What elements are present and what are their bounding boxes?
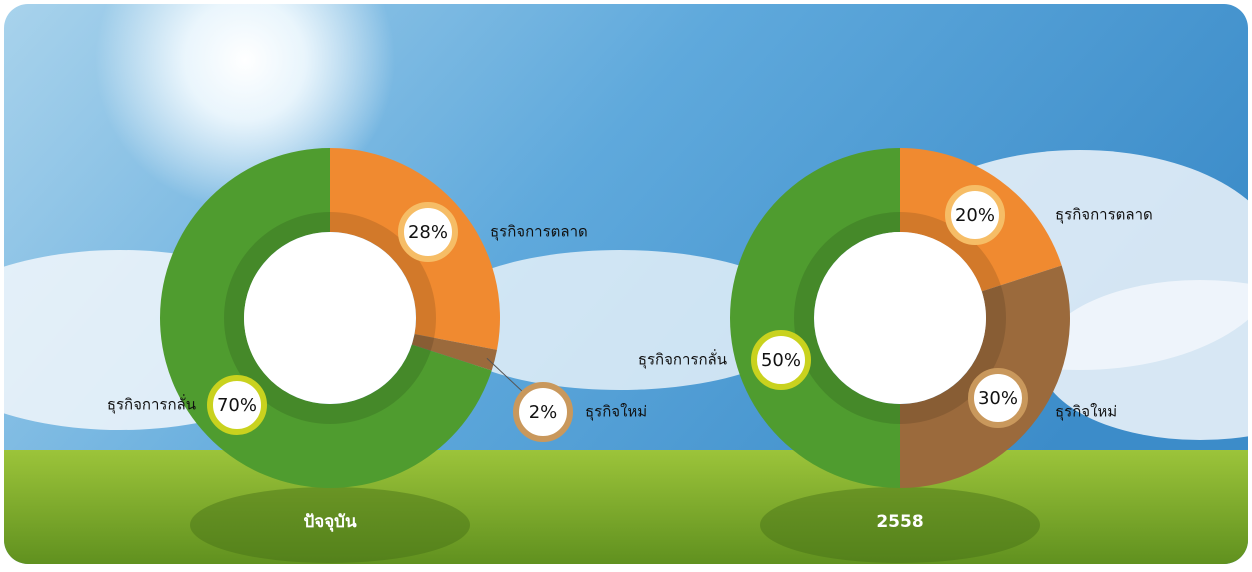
donut-hole: [814, 232, 986, 404]
donut-segment: [730, 148, 900, 488]
value-bubble: [398, 202, 458, 262]
value-bubble: [513, 382, 573, 442]
donut-hole: [244, 232, 416, 404]
value-label: 28%: [408, 222, 448, 243]
value-label: 30%: [978, 388, 1018, 409]
category-label: ธุรกิจการกลั่น: [638, 349, 727, 370]
leader-line: [486, 357, 524, 393]
inner-shade: [224, 212, 436, 424]
category-label: ธุรกิจการกลั่น: [107, 394, 196, 415]
category-label: ธุรกิจการตลาด: [490, 223, 588, 242]
category-label: ธุรกิจใหม่: [1055, 403, 1117, 422]
value-label: 50%: [761, 350, 801, 371]
chart-title: 2558: [876, 512, 923, 532]
category-label: ธุรกิจการตลาด: [1055, 206, 1153, 225]
value-label: 70%: [217, 395, 257, 416]
value-label: 20%: [955, 205, 995, 226]
donut-segment: [411, 334, 497, 371]
value-bubble: [207, 375, 267, 435]
value-bubble: [945, 185, 1005, 245]
chart-title: ปัจจุบัน: [303, 512, 357, 532]
value-bubble: [751, 330, 811, 390]
value-bubble: [968, 368, 1028, 428]
inner-shade: [794, 212, 1006, 424]
value-label: 2%: [529, 402, 558, 423]
category-label: ธุรกิจใหม่: [585, 403, 647, 422]
